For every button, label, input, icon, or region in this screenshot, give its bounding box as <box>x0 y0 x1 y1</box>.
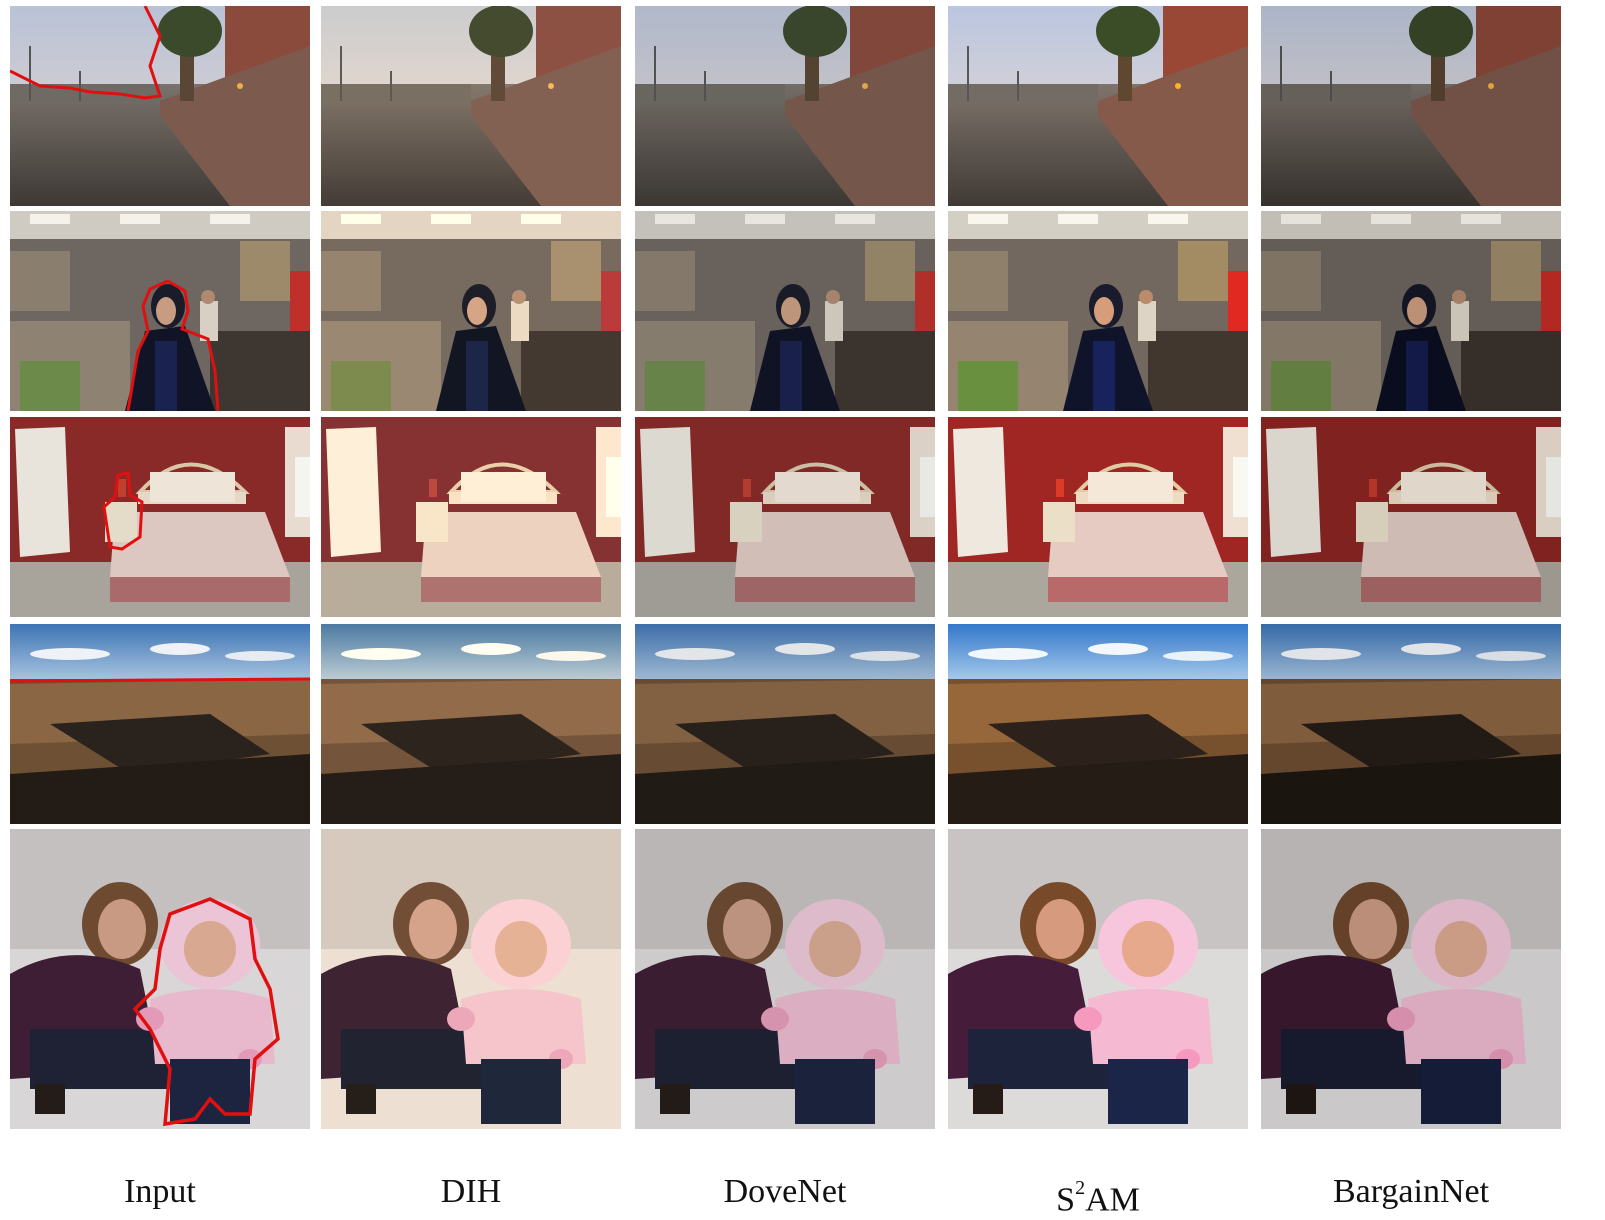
image-canyon-dovenet <box>635 624 935 824</box>
image-street-bargainnet <box>1261 6 1561 206</box>
image-street-input <box>10 6 310 206</box>
image-street-dih <box>321 6 621 206</box>
image-kitchen-input <box>10 211 310 411</box>
image-canyon-bargainnet <box>1261 624 1561 824</box>
image-bedroom-bargainnet <box>1261 417 1561 617</box>
column-label-dovenet: DoveNet <box>723 1173 847 1210</box>
image-snow-s2am <box>948 829 1248 1129</box>
image-kitchen-bargainnet <box>1261 211 1561 411</box>
image-kitchen-dovenet <box>635 211 935 411</box>
column-label-dih: DIH <box>440 1173 502 1210</box>
image-snow-input <box>10 829 310 1129</box>
column-label-bargainnet: BargainNet <box>1332 1173 1490 1210</box>
image-kitchen-dih <box>321 211 621 411</box>
image-bedroom-input <box>10 417 310 617</box>
image-snow-dih <box>321 829 621 1129</box>
image-bedroom-dih <box>321 417 621 617</box>
image-snow-bargainnet <box>1261 829 1561 1129</box>
image-canyon-s2am <box>948 624 1248 824</box>
image-bedroom-dovenet <box>635 417 935 617</box>
column-label-input: Input <box>124 1173 196 1210</box>
image-snow-dovenet <box>635 829 935 1129</box>
image-canyon-input <box>10 624 310 824</box>
image-kitchen-s2am <box>948 211 1248 411</box>
image-canyon-dih <box>321 624 621 824</box>
image-street-dovenet <box>635 6 935 206</box>
image-bedroom-s2am <box>948 417 1248 617</box>
image-street-s2am <box>948 6 1248 206</box>
column-label-s2am: S2AM <box>1056 1177 1140 1219</box>
